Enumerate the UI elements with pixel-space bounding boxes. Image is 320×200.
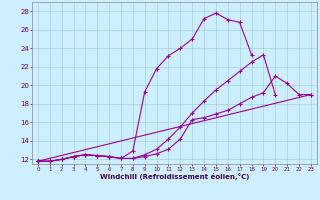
X-axis label: Windchill (Refroidissement éolien,°C): Windchill (Refroidissement éolien,°C)	[100, 173, 249, 180]
